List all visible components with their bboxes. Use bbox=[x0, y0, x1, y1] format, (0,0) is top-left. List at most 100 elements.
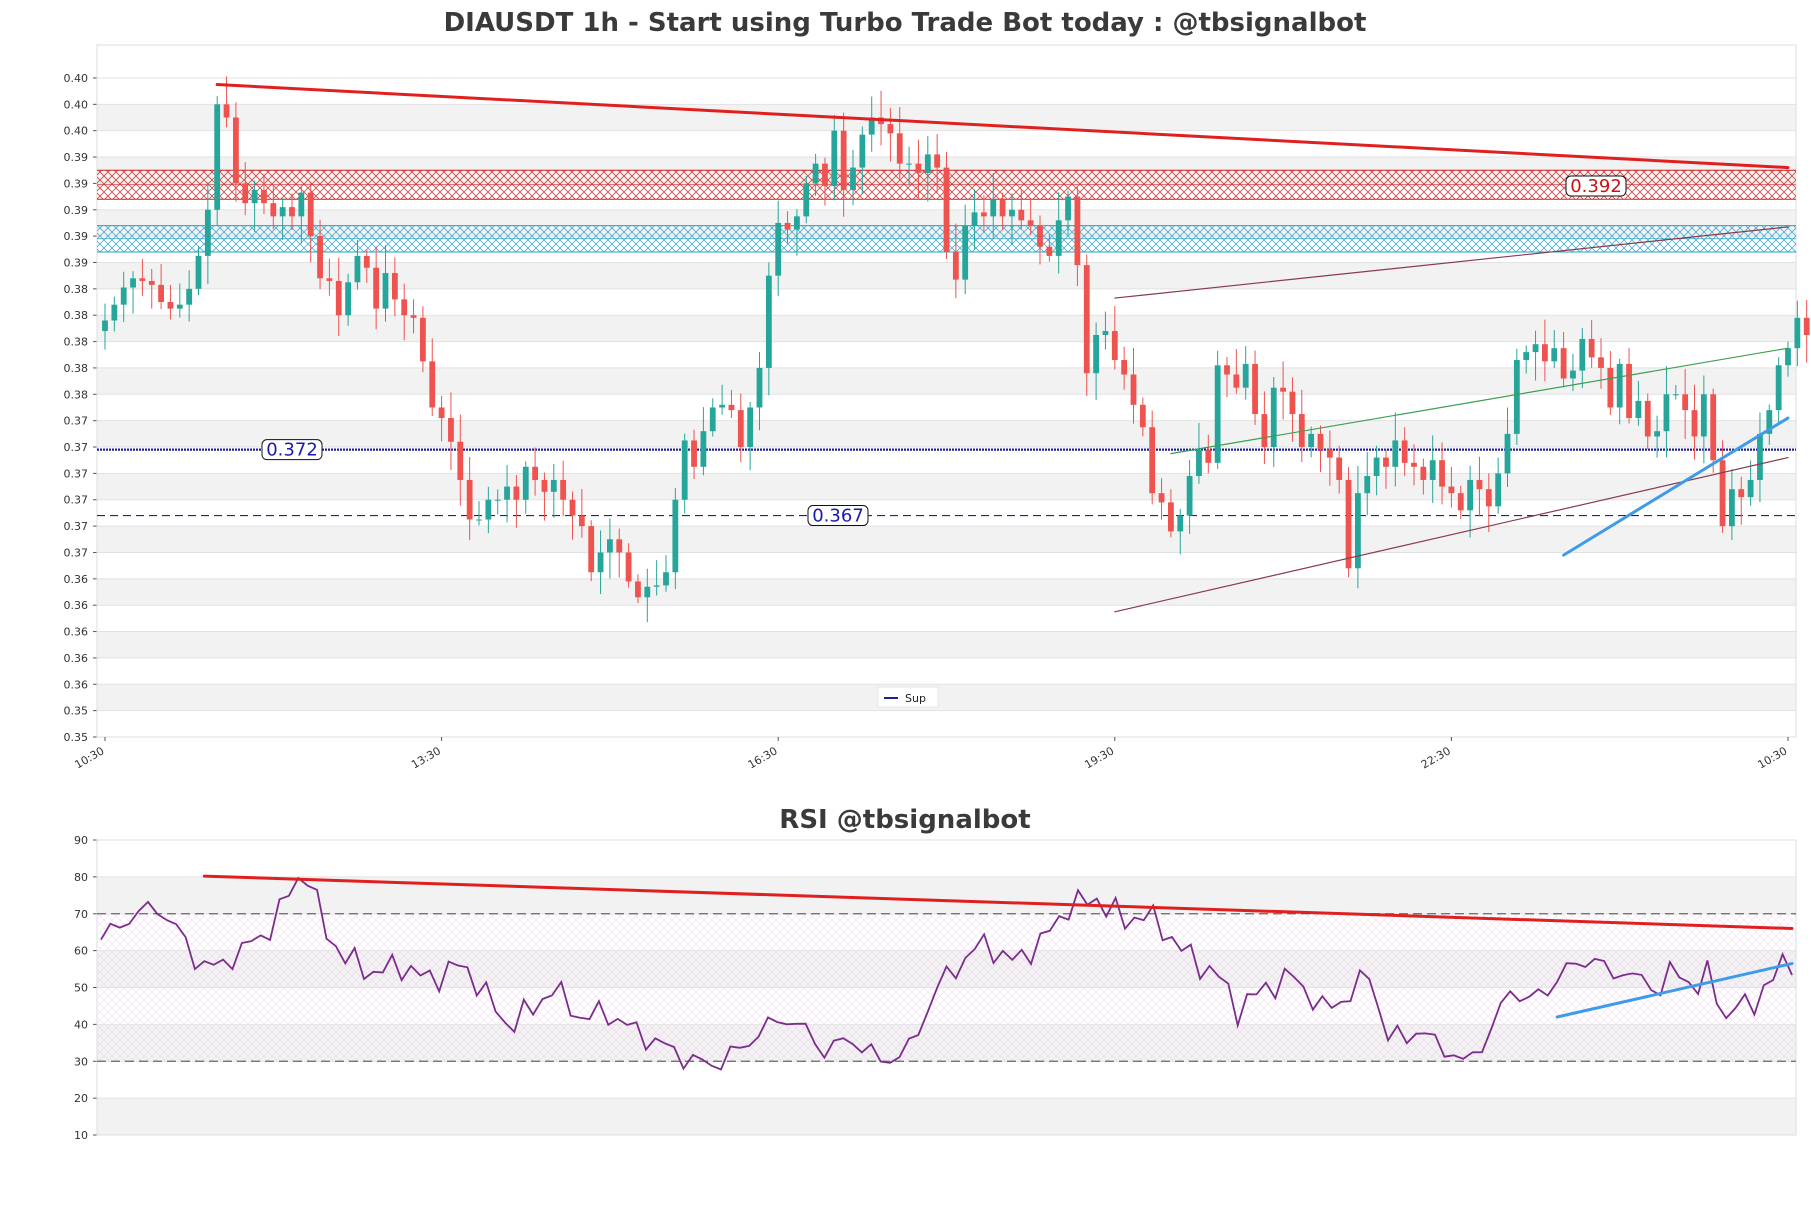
candle bbox=[111, 296, 118, 332]
candle bbox=[962, 204, 969, 295]
main-chart-title: DIAUSDT 1h - Start using Turbo Trade Bot… bbox=[444, 8, 1367, 38]
candle-body bbox=[102, 320, 108, 332]
candle-body bbox=[1766, 410, 1773, 434]
candle-body bbox=[1139, 404, 1146, 428]
y-tick-label: 0.35 bbox=[64, 731, 89, 744]
candle bbox=[1392, 412, 1399, 487]
candle-body bbox=[1149, 427, 1156, 494]
y-tick-label: 0.36 bbox=[64, 573, 89, 586]
candle bbox=[1233, 349, 1240, 394]
candle bbox=[653, 560, 660, 596]
candle bbox=[663, 555, 669, 592]
candle bbox=[1523, 345, 1530, 374]
candle-body bbox=[1018, 209, 1025, 221]
rsi-y-tick-label: 70 bbox=[74, 908, 88, 921]
y-tick-label: 0.40 bbox=[64, 98, 89, 111]
candle bbox=[167, 284, 174, 320]
candle-body bbox=[391, 273, 398, 300]
candle bbox=[1803, 300, 1810, 363]
candle-body bbox=[1570, 370, 1576, 379]
candle bbox=[363, 249, 370, 283]
level-label: 0.367 bbox=[812, 506, 864, 527]
candle bbox=[242, 162, 249, 216]
candle-body bbox=[1616, 363, 1623, 408]
candle bbox=[298, 185, 305, 244]
candle-body bbox=[233, 117, 239, 184]
grid-band bbox=[97, 420, 1796, 448]
candle-body bbox=[1532, 344, 1539, 353]
candle bbox=[1700, 375, 1707, 464]
candle bbox=[429, 338, 436, 416]
candle-body bbox=[1130, 374, 1137, 405]
y-tick-label: 0.38 bbox=[64, 283, 89, 296]
candle-body bbox=[382, 273, 389, 309]
grid-band bbox=[97, 684, 1796, 711]
candle bbox=[1476, 456, 1483, 517]
candle-body bbox=[401, 299, 408, 316]
grid-band bbox=[97, 315, 1796, 342]
candle bbox=[1532, 330, 1539, 381]
candle-body bbox=[812, 163, 819, 184]
candle bbox=[1635, 380, 1642, 426]
candle-body bbox=[1401, 440, 1408, 463]
candle bbox=[120, 271, 127, 322]
candle-body bbox=[840, 130, 847, 190]
candle bbox=[176, 283, 183, 318]
candle bbox=[981, 195, 987, 233]
candle bbox=[204, 182, 211, 285]
candle-body bbox=[1186, 476, 1193, 516]
candle-body bbox=[597, 552, 604, 573]
candle bbox=[1317, 425, 1324, 473]
rsi-y-tick-label: 40 bbox=[74, 1018, 88, 1031]
candle bbox=[1794, 300, 1801, 367]
y-tick-label: 0.39 bbox=[64, 151, 89, 164]
level-label: 0.372 bbox=[266, 440, 318, 461]
candle bbox=[831, 114, 838, 201]
candle bbox=[139, 259, 146, 296]
candle-body bbox=[850, 167, 856, 190]
candle-body bbox=[466, 479, 473, 520]
candle-body bbox=[176, 304, 183, 309]
candle bbox=[1093, 322, 1099, 401]
candle bbox=[1373, 445, 1380, 496]
y-tick-label: 0.35 bbox=[64, 705, 89, 718]
candle bbox=[1747, 460, 1754, 506]
y-tick-label: 0.37 bbox=[64, 415, 89, 428]
candle-body bbox=[1635, 400, 1642, 419]
candle-body bbox=[934, 154, 941, 168]
candle bbox=[709, 398, 716, 437]
candle-body bbox=[1336, 457, 1343, 480]
y-tick-label: 0.37 bbox=[64, 520, 89, 533]
candle-body bbox=[1785, 348, 1791, 366]
candle-body bbox=[289, 207, 295, 217]
candle bbox=[822, 157, 828, 206]
candle bbox=[261, 174, 267, 214]
candle bbox=[1139, 397, 1146, 437]
candle bbox=[607, 518, 613, 579]
rsi-y-tick-label: 20 bbox=[74, 1092, 88, 1105]
rsi-trendline bbox=[202, 874, 1794, 930]
candle bbox=[1196, 423, 1202, 484]
candle bbox=[1261, 391, 1268, 464]
candle-body bbox=[1719, 460, 1726, 527]
candle bbox=[1065, 190, 1071, 235]
rsi-y-tick-label: 30 bbox=[74, 1055, 88, 1068]
candle-body bbox=[1261, 414, 1268, 448]
candle bbox=[999, 192, 1006, 231]
candle bbox=[1383, 449, 1389, 489]
candle-body bbox=[513, 486, 520, 500]
candle-body bbox=[1392, 440, 1399, 467]
y-tick-label: 0.38 bbox=[64, 309, 89, 322]
candle bbox=[1495, 457, 1502, 514]
rsi-y-tick-label: 50 bbox=[74, 982, 88, 995]
candle bbox=[1280, 361, 1286, 420]
candle bbox=[541, 472, 548, 521]
candle-body bbox=[204, 209, 211, 256]
candle bbox=[420, 306, 426, 373]
candle-body bbox=[1373, 457, 1380, 477]
candle-body bbox=[747, 407, 754, 448]
candle bbox=[635, 574, 641, 604]
candle-body bbox=[1102, 331, 1109, 335]
candle-body bbox=[1205, 449, 1212, 463]
candle-body bbox=[1364, 476, 1371, 494]
